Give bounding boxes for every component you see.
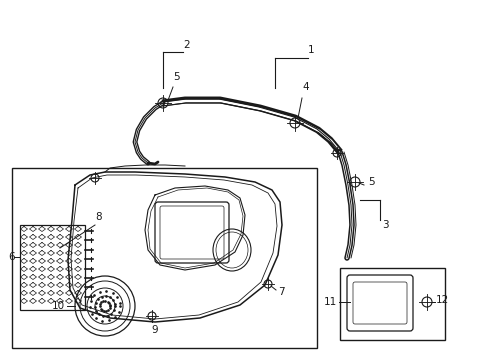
Bar xyxy=(12,168,316,348)
Text: 10: 10 xyxy=(52,301,65,311)
Text: 9: 9 xyxy=(151,325,158,335)
Text: 12: 12 xyxy=(435,295,448,305)
Text: 6: 6 xyxy=(8,252,15,262)
Text: 5: 5 xyxy=(367,177,374,187)
Bar xyxy=(339,268,444,340)
Text: 4: 4 xyxy=(302,82,308,92)
Text: 7: 7 xyxy=(278,287,284,297)
Text: 2: 2 xyxy=(183,40,189,50)
Bar xyxy=(20,225,85,310)
Text: 8: 8 xyxy=(95,212,102,222)
Text: 11: 11 xyxy=(323,297,336,307)
Text: 5: 5 xyxy=(173,72,179,82)
Text: 1: 1 xyxy=(307,45,314,55)
Text: 3: 3 xyxy=(381,220,388,230)
